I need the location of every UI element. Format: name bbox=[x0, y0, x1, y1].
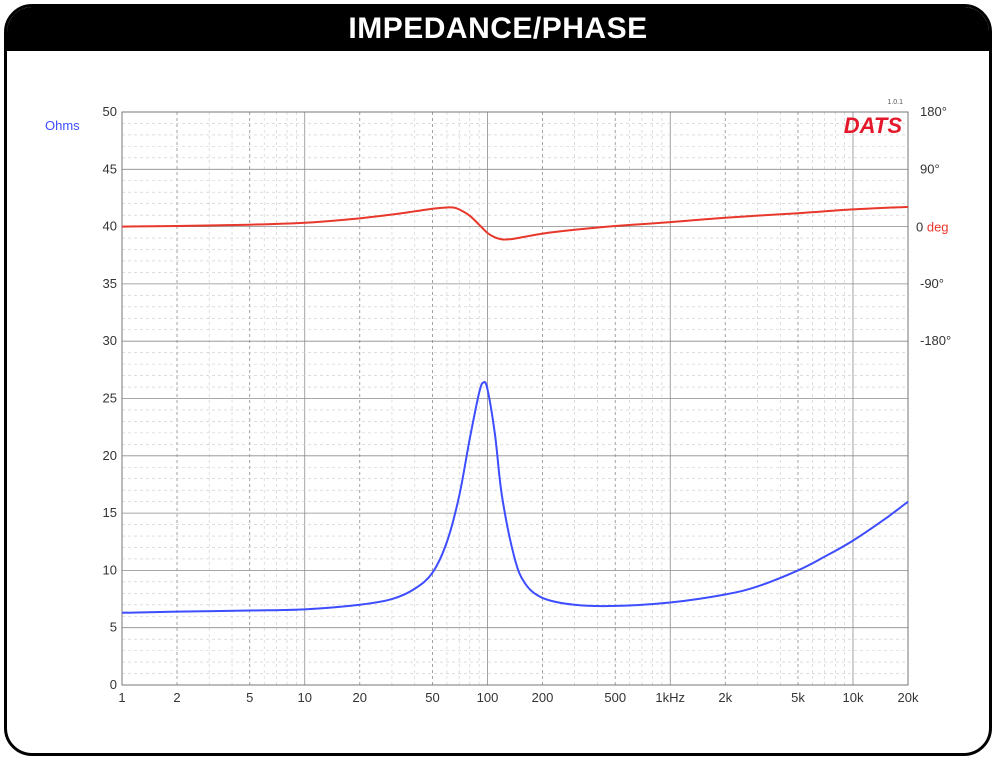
x-tick-label: 10k bbox=[843, 690, 864, 705]
impedance-series-line bbox=[121, 381, 909, 614]
y-right-tick-label: 0 deg bbox=[916, 220, 949, 235]
phase-series-line bbox=[121, 205, 909, 241]
dats-logo: DATS bbox=[844, 113, 903, 138]
y-right-tick-label: 180° bbox=[920, 104, 947, 119]
y-left-tick-label: 25 bbox=[103, 391, 117, 406]
x-tick-label: 5 bbox=[246, 690, 253, 705]
y-right-tick-label: 90° bbox=[920, 161, 940, 176]
y-left-tick-label: 20 bbox=[103, 448, 117, 463]
dats-logo-version: 1.0.1 bbox=[887, 99, 903, 106]
y-left-tick-label: 0 bbox=[110, 677, 117, 692]
plot-border bbox=[121, 111, 909, 686]
x-tick-label: 1 bbox=[118, 690, 125, 705]
y-left-tick-label: 35 bbox=[103, 276, 117, 291]
x-tick-label: 2k bbox=[718, 690, 732, 705]
y-right-tick-label: -90° bbox=[920, 276, 944, 291]
x-tick-label: 100 bbox=[477, 690, 499, 705]
y-right-tick-label: -180° bbox=[920, 333, 951, 348]
x-tick-label: 10 bbox=[298, 690, 312, 705]
grid bbox=[121, 111, 909, 686]
x-tick-label: 20 bbox=[353, 690, 367, 705]
x-tick-label: 2 bbox=[173, 690, 180, 705]
y-left-tick-label: 50 bbox=[103, 104, 117, 119]
y-left-tick-label: 15 bbox=[103, 505, 117, 520]
y-left-tick-label: 45 bbox=[103, 161, 117, 176]
x-tick-label: 1kHz bbox=[655, 690, 685, 705]
y-left-tick-label: 30 bbox=[103, 333, 117, 348]
y-left-tick-label: 5 bbox=[110, 620, 117, 635]
x-tick-label: 20k bbox=[898, 690, 919, 705]
x-tick-label: 500 bbox=[604, 690, 626, 705]
y-left-tick-label: 10 bbox=[103, 562, 117, 577]
chart-title: IMPEDANCE/PHASE bbox=[7, 7, 989, 51]
y-left-axis-label: Ohms bbox=[45, 118, 80, 133]
y-left-axis-ticks: 0 5 10 15 20 25 30 35 40 45 50 bbox=[103, 104, 117, 692]
x-axis-ticks: 1 2 5 10 20 50 100 200 500 1kHz 2k 5k 10k 20k bbox=[118, 690, 919, 705]
x-tick-label: 5k bbox=[791, 690, 805, 705]
x-tick-label: 50 bbox=[425, 690, 439, 705]
y-right-axis-ticks: 180° 90° 0 deg -90° -180° bbox=[916, 104, 951, 348]
x-tick-label: 200 bbox=[532, 690, 554, 705]
y-left-tick-label: 40 bbox=[103, 219, 117, 234]
series-group bbox=[121, 205, 909, 614]
chart-frame: IMPEDANCE/PHASE bbox=[4, 4, 992, 756]
